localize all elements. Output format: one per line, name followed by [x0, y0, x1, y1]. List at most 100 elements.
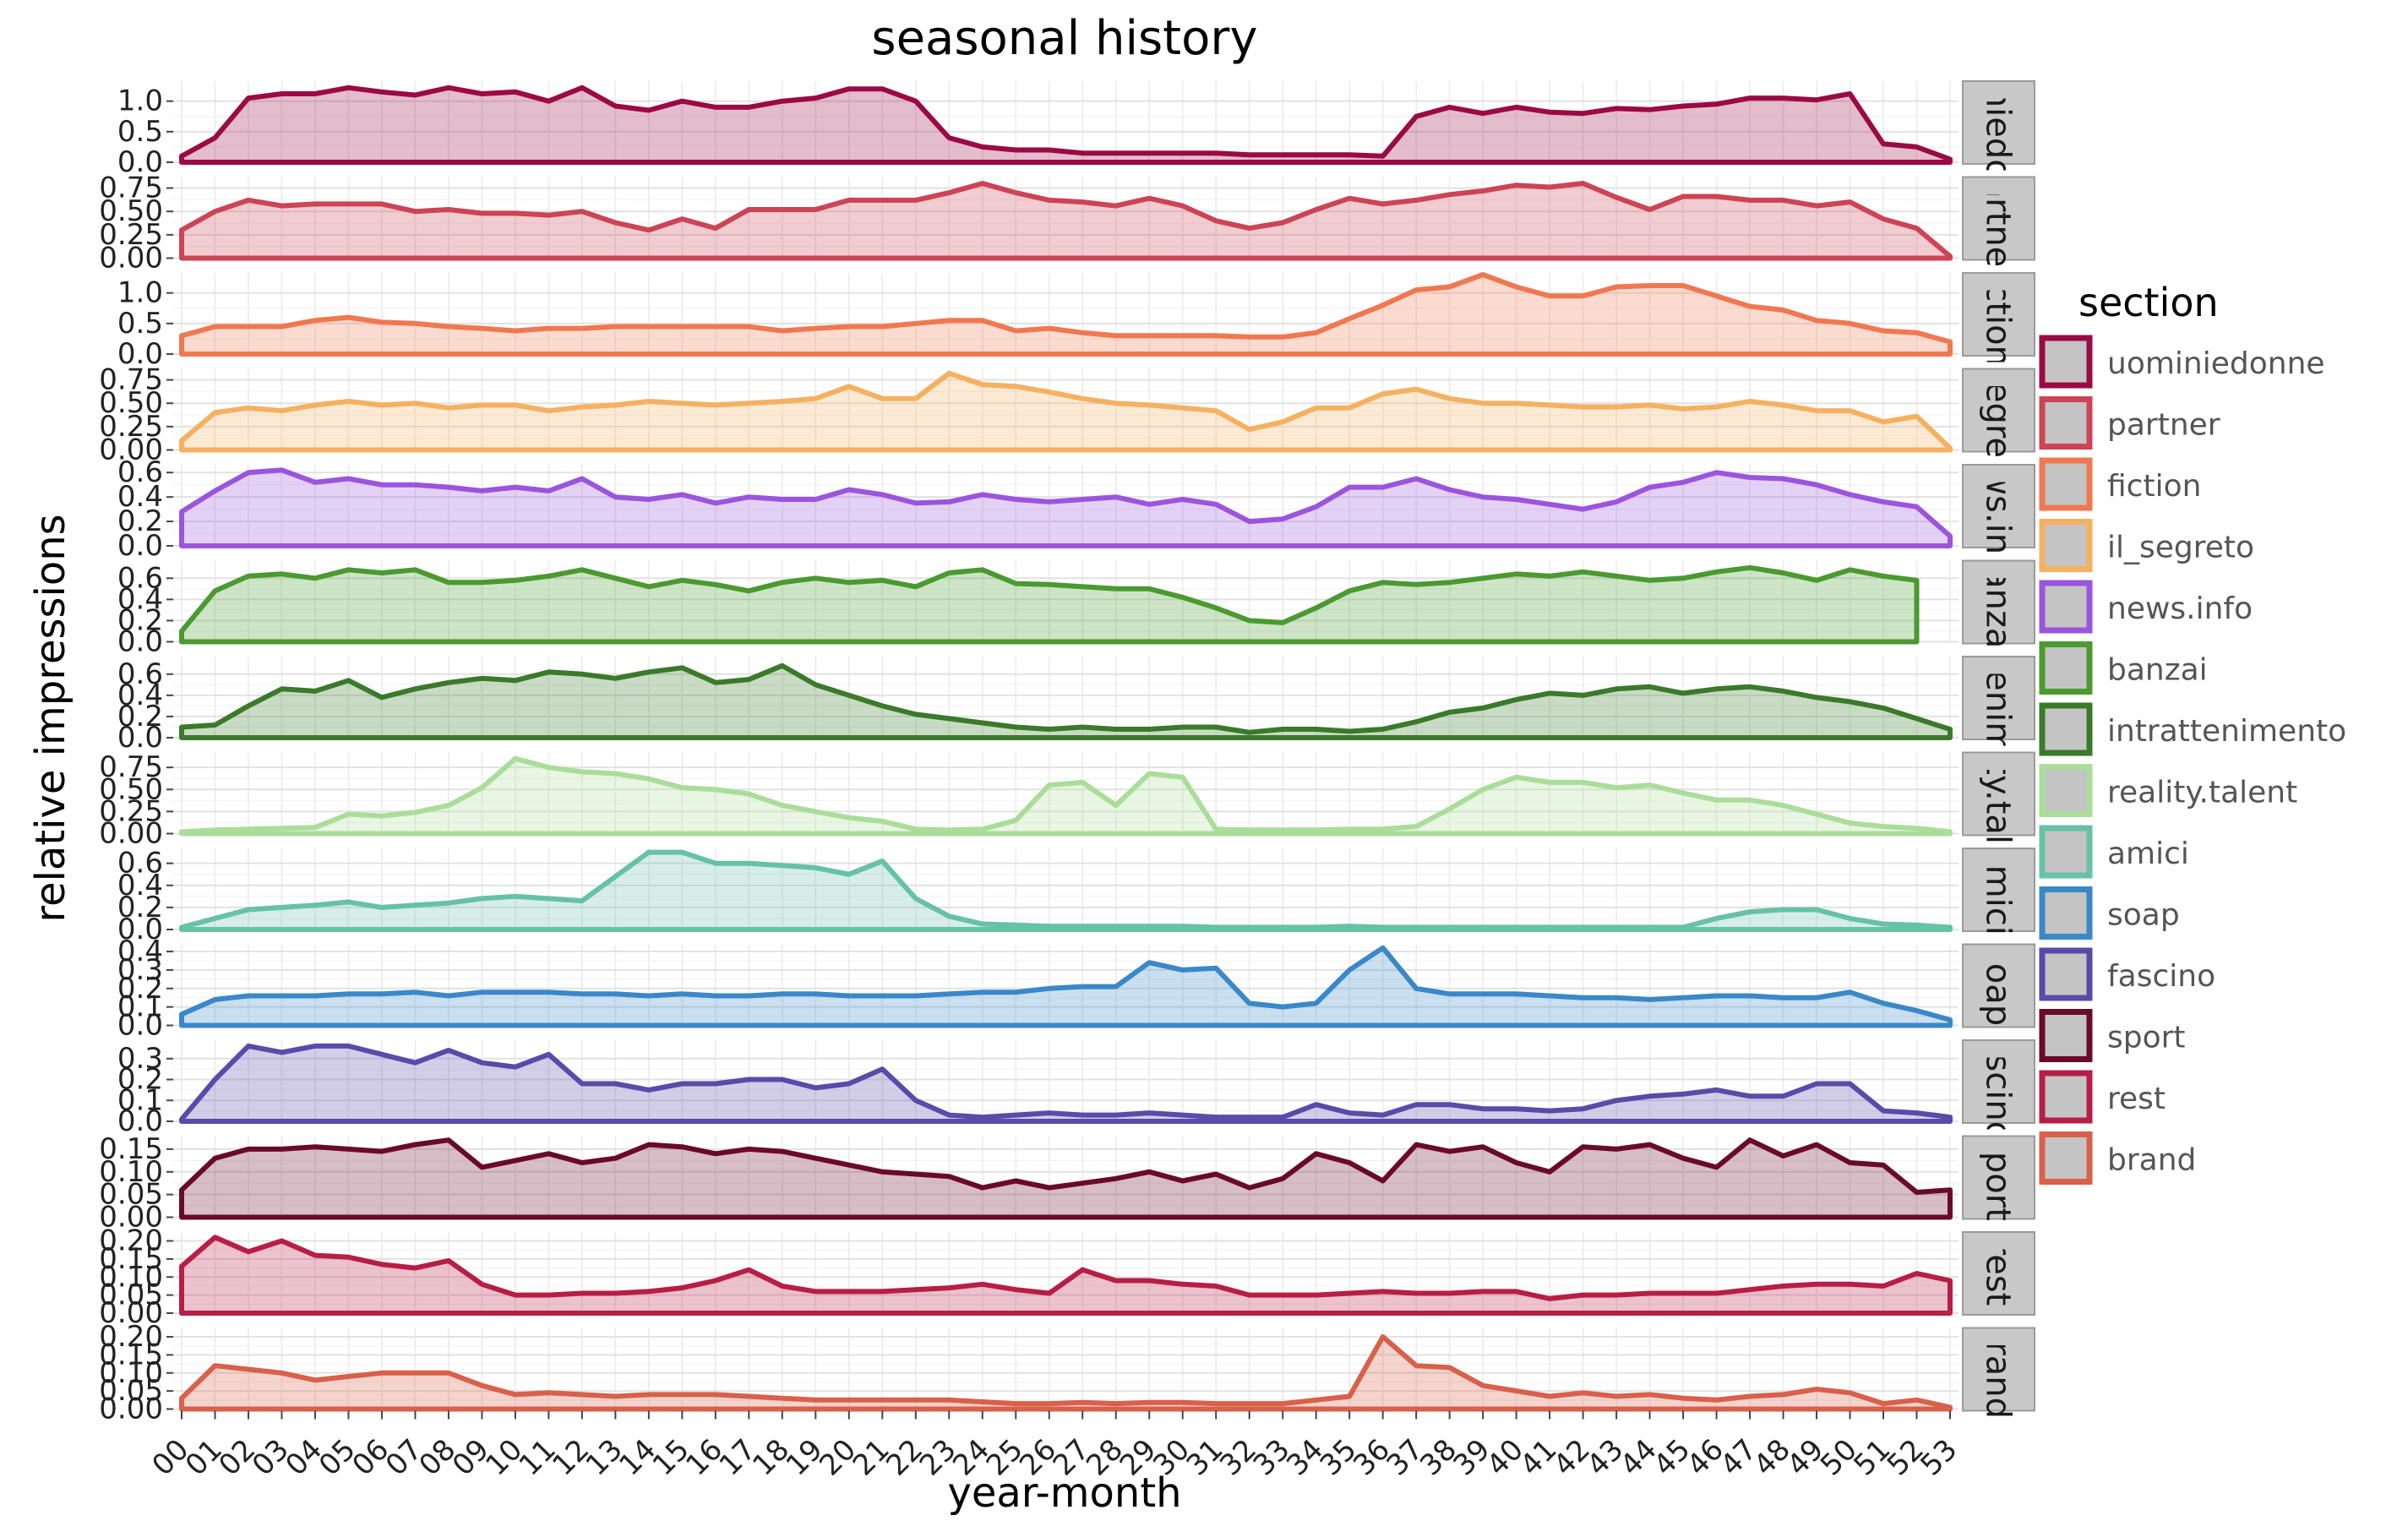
series-area-il-segreto: [179, 370, 1953, 453]
panel-intrattenimento: 0.00.20.40.6 intrattenimento: [117, 656, 2035, 755]
y-tick-label: 0.00: [99, 1201, 163, 1235]
legend-swatch: [2039, 457, 2093, 511]
facet-strip-label: reality.talent: [1979, 688, 2018, 899]
panel-brand: 0.000.050.100.150.20 brand: [99, 1320, 2035, 1426]
series-area-sport: [179, 1137, 1953, 1220]
facet-strip-label: banzai: [1979, 547, 2018, 658]
facet-strip-box: [1962, 1327, 2035, 1412]
y-tick-label: 0.0: [117, 913, 163, 946]
y-tick-label: 0.4: [117, 869, 163, 902]
facet-strip-news-info: news.info: [1962, 425, 2035, 586]
y-tick-label: 0.05: [99, 1178, 163, 1212]
facet-strip-intrattenimento: intrattenimento: [1962, 656, 2035, 746]
legend-label: soap: [2107, 898, 2180, 933]
series-area-amici: [179, 849, 1953, 932]
panel-rest: 0.000.050.100.150.20 rest: [99, 1224, 2035, 1330]
legend-item-brand: brand: [2039, 1131, 2196, 1185]
facet-strip-fiction: fiction: [1962, 272, 2035, 363]
y-tick-label: 0.10: [99, 1260, 163, 1294]
y-tick-label: 0.75: [99, 363, 163, 397]
y-tick-label: 0.6: [117, 847, 163, 880]
x-axis-title: year-month: [947, 1469, 1181, 1517]
panel-background: [173, 657, 1959, 739]
legend-title: section: [2078, 280, 2219, 325]
facet-strip-uominiedonne: uominiedonne: [1962, 2, 2035, 243]
facet-strip-fascino: fascino: [1962, 1039, 2035, 1130]
y-tick-label: 0.00: [99, 1393, 163, 1426]
legend: section uominiedonne partner fiction il_seg…: [2039, 280, 2346, 1185]
y-tick-label: 0.3: [117, 1042, 163, 1076]
facet-strip-label: rest: [1979, 1241, 2018, 1306]
facet-strip-box: [1962, 848, 2035, 932]
y-tick-label: 0.25: [99, 218, 163, 252]
y-tick-label: 0.6: [117, 657, 163, 691]
facet-strip-box: [1962, 80, 2035, 165]
legend-swatch: [2039, 1070, 2093, 1124]
legend-item-fiction: fiction: [2039, 457, 2201, 511]
y-tick-label: 0.3: [117, 953, 163, 987]
y-tick-label: 0.15: [99, 1242, 163, 1276]
legend-swatch: [2039, 580, 2093, 634]
panel-background: [173, 560, 1959, 644]
facet-strip-label: partner: [1979, 155, 2018, 281]
facet-strip-box: [1962, 1135, 2035, 1220]
facet-strip-rest: rest: [1962, 1231, 2035, 1316]
panel-partner: 0.000.250.500.75 partner: [99, 155, 2035, 281]
y-tick-label: 0.5: [117, 115, 163, 149]
panel-reality-talent: 0.000.250.500.75 reality.talent: [99, 688, 2035, 899]
y-tick-label: 0.2: [117, 972, 163, 1006]
legend-item-news-info: news.info: [2039, 580, 2253, 634]
legend-swatch: [2039, 335, 2093, 389]
legend-swatch: [2039, 825, 2093, 879]
facet-strip-box: [1962, 943, 2035, 1028]
y-tick-label: 0.4: [117, 480, 163, 514]
y-tick-label: 0.5: [117, 307, 163, 341]
y-tick-label: 0.2: [117, 504, 163, 538]
legend-item-banzai: banzai: [2039, 641, 2208, 695]
y-tick-label: 0.10: [99, 1155, 163, 1189]
facet-strip-amici: amici: [1962, 848, 2035, 935]
facet-strip-label: news.info: [1979, 425, 2018, 586]
panel-background: [173, 848, 1959, 931]
legend-item-intrattenimento: intrattenimento: [2039, 702, 2346, 756]
series-area-banzai: [179, 564, 1920, 645]
legend-item-sport: sport: [2039, 1009, 2186, 1062]
legend-item-soap: soap: [2039, 886, 2180, 940]
y-tick-label: 0.4: [117, 679, 163, 712]
facet-strip-label: il_segreto: [1979, 329, 2018, 492]
series-area-reality-talent: [179, 755, 1953, 837]
y-tick-label: 0.2: [117, 700, 163, 733]
facet-strip-box: [1962, 272, 2035, 357]
y-tick-label: 0.25: [99, 794, 163, 828]
y-tick-label: 0.50: [99, 772, 163, 806]
legend-item-partner: partner: [2039, 396, 2220, 450]
legend-label: intrattenimento: [2107, 714, 2346, 749]
legend-label: partner: [2107, 408, 2220, 443]
y-tick-label: 0.15: [99, 1132, 163, 1166]
facet-strip-label: sport: [1979, 1134, 2018, 1221]
x-tick-label: 53: [1914, 1433, 1964, 1483]
legend-swatch: [2039, 396, 2093, 450]
y-tick-label: 0.05: [99, 1374, 163, 1408]
panel-news-info: 0.00.20.40.6 news.info: [117, 425, 2035, 586]
facet-strip-box: [1962, 751, 2035, 837]
legend-label: fiction: [2107, 469, 2201, 504]
facet-strip-box: [1962, 1039, 2035, 1124]
legend-label: rest: [2107, 1082, 2166, 1116]
facet-strip-soap: soap: [1962, 943, 2035, 1028]
y-tick-label: 0.2: [117, 603, 163, 637]
y-tick-label: 0.00: [99, 817, 163, 851]
y-tick-label: 0.00: [99, 242, 163, 275]
panel-soap: 0.00.10.20.30.4 soap: [117, 935, 2035, 1043]
facet-strip-label: uominiedonne: [1979, 2, 2018, 243]
facet-strip-label: brand: [1979, 1320, 2018, 1419]
y-tick-label: 0.0: [117, 625, 163, 659]
series-area-soap: [179, 945, 1953, 1028]
series-area-fiction: [179, 272, 1953, 357]
legend-swatch: [2039, 886, 2093, 940]
y-tick-label: 0.75: [99, 172, 163, 205]
y-tick-label: 0.15: [99, 1338, 163, 1371]
legend-label: reality.talent: [2107, 776, 2297, 810]
panel-amici: 0.00.20.40.6 amici: [117, 847, 2035, 946]
